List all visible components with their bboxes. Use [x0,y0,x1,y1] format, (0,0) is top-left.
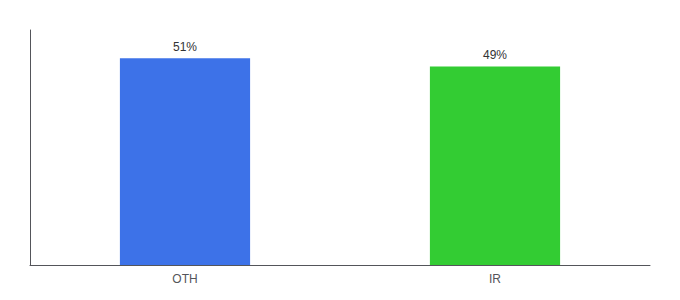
svg-text:IR: IR [489,272,501,286]
svg-text:51%: 51% [173,40,197,54]
svg-text:49%: 49% [483,48,507,62]
svg-text:OTH: OTH [172,272,197,286]
